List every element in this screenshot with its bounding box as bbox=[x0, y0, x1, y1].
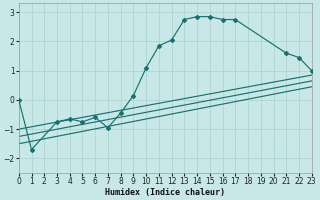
X-axis label: Humidex (Indice chaleur): Humidex (Indice chaleur) bbox=[105, 188, 225, 197]
